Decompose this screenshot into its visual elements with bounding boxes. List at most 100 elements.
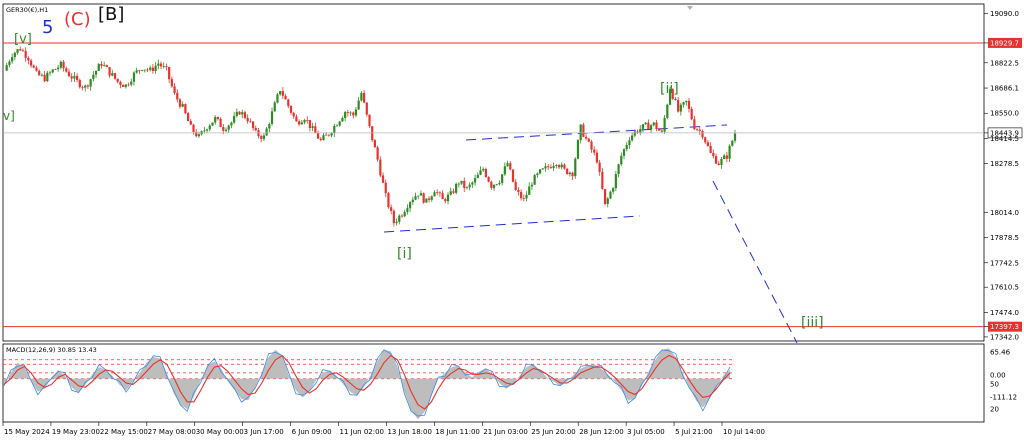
candle-body <box>639 128 642 133</box>
candle-body <box>365 102 368 115</box>
candle-body <box>316 133 320 139</box>
price-tick-label: 18414.5 <box>990 135 1019 143</box>
candle-body <box>222 127 225 131</box>
candle-body <box>373 140 377 148</box>
macd-tick-label: 50 <box>990 381 999 389</box>
candle-body <box>441 193 444 200</box>
candle-body <box>606 198 609 204</box>
price-tick-label: 17742.5 <box>990 259 1019 267</box>
candle-body <box>354 109 358 116</box>
candle-body <box>214 117 217 123</box>
candle-body <box>192 124 195 132</box>
candle-body <box>693 119 696 130</box>
candle-body <box>176 92 179 100</box>
candle-body <box>149 67 152 70</box>
candle-body <box>241 112 244 115</box>
macd-tick-label: 65.46 <box>990 349 1011 357</box>
candle-body <box>649 125 653 130</box>
price-tick-label: 17878.5 <box>990 234 1019 242</box>
candle-body <box>571 172 574 177</box>
candle-body <box>184 104 187 114</box>
candle-body <box>449 191 452 195</box>
candle-body <box>511 169 515 182</box>
candle-body <box>159 63 163 67</box>
candle-body <box>327 134 330 136</box>
candle-body <box>246 117 249 122</box>
wave-label-6: [ii] <box>660 81 679 97</box>
candle-body <box>306 119 309 121</box>
candle-body <box>105 65 108 67</box>
candle-body <box>178 99 182 107</box>
candle-body <box>476 174 479 179</box>
candle-body <box>168 67 171 80</box>
candle-body <box>19 49 22 51</box>
current-price-badge <box>987 127 1023 139</box>
candle-body <box>344 112 347 118</box>
candle-body <box>530 184 534 187</box>
price-candles <box>5 46 737 227</box>
price-tick-label: 17474.0 <box>990 309 1019 317</box>
candle-body <box>254 128 257 131</box>
time-tick-label: 15 May 2024 <box>4 428 50 436</box>
scroll-marker-icon[interactable] <box>687 6 693 10</box>
candle-body <box>582 124 585 137</box>
candle-body <box>400 215 404 217</box>
candle-body <box>276 94 279 103</box>
candle-body <box>265 128 268 136</box>
candle-body <box>379 159 382 176</box>
candle-body <box>647 122 650 130</box>
candle-body <box>628 140 631 146</box>
price-tick-label: 17610.5 <box>990 284 1019 292</box>
candle-body <box>465 187 469 189</box>
wave-label-2: 5 <box>42 17 53 38</box>
price-tick-label: 18929.7 <box>990 39 1019 47</box>
candle-body <box>230 122 233 126</box>
candle-body <box>482 169 485 171</box>
candle-body <box>403 211 406 217</box>
candle-body <box>292 112 295 117</box>
candle-body <box>625 145 628 150</box>
candle-body <box>603 189 607 204</box>
time-tick-label: 6 Jun 09:00 <box>292 428 332 436</box>
time-tick-label: 25 Jun 20:00 <box>531 428 575 436</box>
candle-body <box>187 113 190 122</box>
candle-body <box>238 111 241 115</box>
candle-body <box>140 70 144 71</box>
candle-body <box>143 69 146 71</box>
price-tick-label: 18443.9 <box>990 129 1019 137</box>
candle-body <box>100 64 103 66</box>
candle-body <box>446 194 450 202</box>
candle-body <box>308 120 312 129</box>
candle-body <box>666 104 669 118</box>
candle-body <box>233 115 236 123</box>
candle-body <box>568 172 571 175</box>
macd-tick-label: -111.12 <box>990 394 1017 402</box>
candle-body <box>579 124 582 141</box>
candle-body <box>706 142 710 147</box>
wave-label-3: (C) <box>64 9 91 30</box>
candle-body <box>555 165 558 166</box>
candle-body <box>566 168 569 175</box>
candle-body <box>525 194 528 199</box>
candle-body <box>338 121 341 126</box>
candle-body <box>195 131 198 137</box>
candle-body <box>473 178 477 183</box>
candle-body <box>21 50 25 52</box>
wave-labels: [v] v] 5 (C) [B] [i] [ii] [iii] <box>3 4 824 331</box>
candle-body <box>162 66 165 67</box>
candle-body <box>452 191 455 193</box>
time-axis: 15 May 2024 19 May 23:00 22 May 15:00 27 Ma… <box>2 422 765 436</box>
candle-body <box>584 136 588 139</box>
candle-body <box>574 158 577 177</box>
candle-body <box>97 64 100 71</box>
candle-body <box>135 70 138 73</box>
candle-body <box>46 72 49 82</box>
candle-body <box>636 131 639 133</box>
candle-body <box>262 135 266 139</box>
candle-body <box>51 69 54 73</box>
candle-body <box>576 140 580 159</box>
candle-body <box>595 152 599 163</box>
candle-body <box>94 70 98 75</box>
macd-panel-frame <box>2 343 985 423</box>
candle-body <box>495 184 498 185</box>
